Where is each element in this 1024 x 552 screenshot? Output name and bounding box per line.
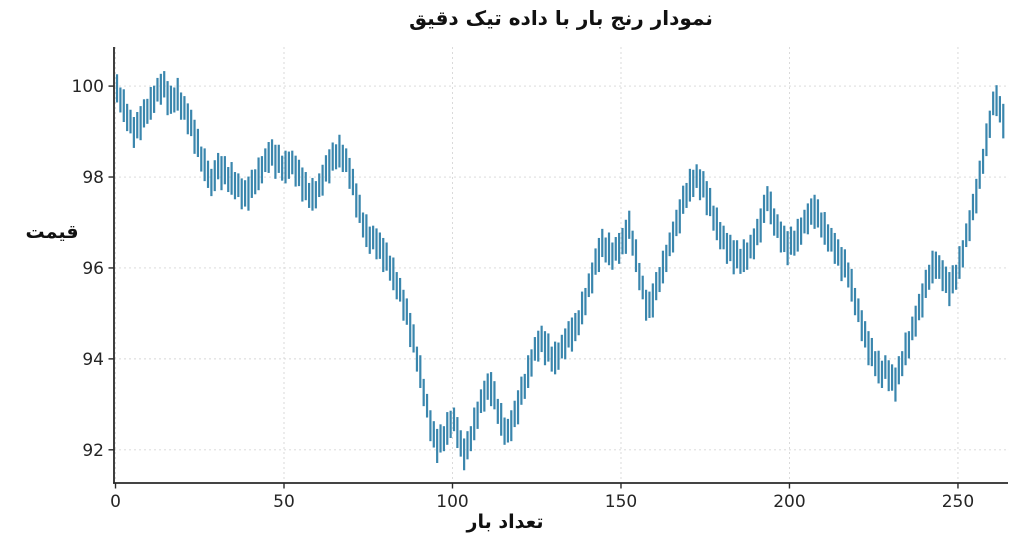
x-tick-label: 0 — [110, 492, 121, 512]
x-tick-label: 100 — [436, 492, 468, 512]
y-tick-label: 94 — [82, 350, 104, 370]
y-tick-label: 96 — [82, 259, 104, 279]
chart-title: نمودار رنج بار با داده تیک دقیق — [409, 6, 713, 30]
y-tick-label: 100 — [72, 77, 104, 97]
y-axis-label: قیمت — [25, 221, 79, 243]
x-tick-label: 150 — [605, 492, 637, 512]
y-tick-label: 98 — [82, 168, 104, 188]
y-tick-label: 92 — [82, 441, 104, 461]
x-tick-label: 250 — [942, 492, 974, 512]
x-tick-label: 50 — [273, 492, 295, 512]
x-axis-label: تعداد بار — [466, 511, 544, 533]
x-tick-label: 200 — [773, 492, 805, 512]
